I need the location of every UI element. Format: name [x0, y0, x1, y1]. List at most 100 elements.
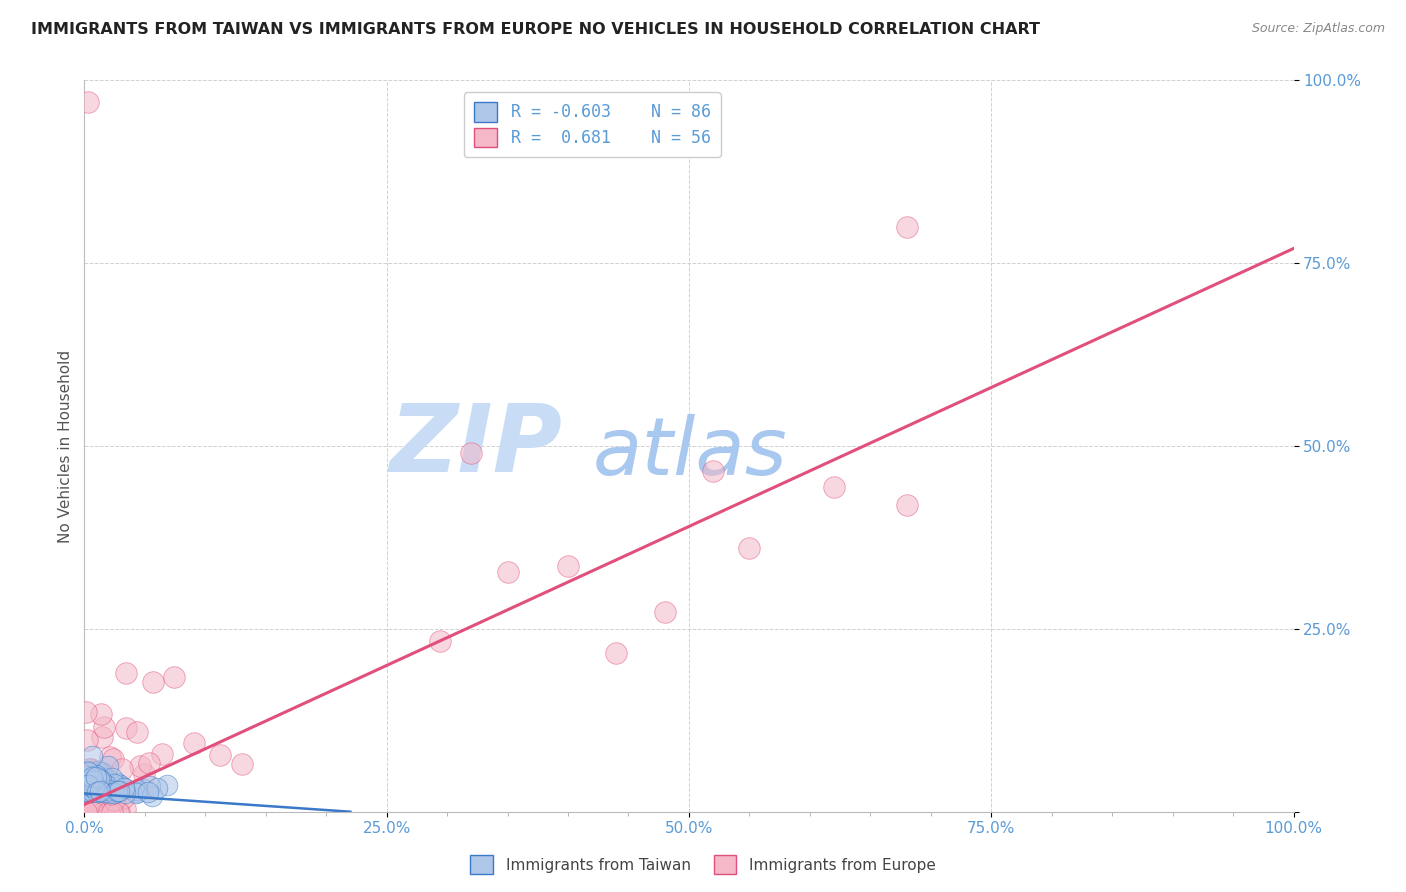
Point	[107, 805, 129, 819]
Point	[83, 780, 105, 795]
Point	[79, 762, 101, 776]
Point	[150, 747, 173, 761]
Point	[83, 784, 105, 798]
Y-axis label: No Vehicles in Household: No Vehicles in Household	[58, 350, 73, 542]
Point	[103, 777, 125, 791]
Point	[138, 779, 160, 793]
Point	[98, 786, 121, 800]
Point	[93, 794, 115, 808]
Point	[112, 791, 135, 805]
Point	[77, 778, 100, 792]
Point	[114, 786, 136, 800]
Point	[114, 802, 136, 816]
Point	[460, 446, 482, 460]
Point	[142, 675, 165, 690]
Point	[896, 498, 918, 512]
Legend: R = -0.603    N = 86, R =  0.681    N = 56: R = -0.603 N = 86, R = 0.681 N = 56	[464, 92, 720, 157]
Point	[146, 780, 169, 795]
Point	[101, 778, 124, 792]
Point	[79, 772, 101, 787]
Point	[129, 758, 152, 772]
Point	[89, 785, 111, 799]
Point	[83, 794, 105, 808]
Point	[100, 787, 122, 801]
Point	[103, 786, 125, 800]
Point	[496, 565, 519, 579]
Point	[89, 795, 111, 809]
Point	[86, 781, 108, 796]
Point	[87, 783, 110, 797]
Point	[111, 762, 134, 776]
Point	[84, 767, 107, 781]
Point	[702, 463, 724, 477]
Text: ZIP: ZIP	[389, 400, 562, 492]
Point	[80, 782, 103, 797]
Point	[93, 785, 115, 799]
Point	[89, 784, 111, 798]
Point	[738, 541, 761, 556]
Point	[90, 730, 112, 744]
Point	[183, 735, 205, 749]
Point	[823, 480, 845, 494]
Point	[73, 774, 96, 789]
Point	[97, 805, 120, 819]
Point	[103, 780, 125, 794]
Point	[84, 770, 107, 784]
Point	[131, 781, 153, 796]
Point	[90, 773, 112, 788]
Point	[86, 769, 108, 783]
Point	[108, 778, 131, 792]
Point	[93, 773, 115, 788]
Point	[101, 752, 124, 766]
Point	[112, 780, 135, 795]
Point	[76, 784, 98, 798]
Point	[79, 783, 101, 797]
Point	[90, 764, 112, 779]
Point	[141, 789, 163, 803]
Point	[83, 773, 105, 788]
Point	[76, 765, 98, 780]
Point	[87, 782, 110, 797]
Point	[75, 784, 97, 798]
Point	[98, 805, 121, 819]
Point	[79, 779, 101, 793]
Point	[89, 780, 111, 794]
Point	[76, 732, 98, 747]
Point	[82, 774, 104, 789]
Point	[83, 783, 105, 797]
Point	[77, 773, 100, 788]
Point	[93, 720, 115, 734]
Point	[209, 747, 232, 762]
Point	[82, 783, 104, 797]
Point	[103, 793, 125, 807]
Point	[75, 776, 97, 790]
Point	[76, 764, 98, 778]
Point	[98, 749, 121, 764]
Point	[82, 805, 104, 819]
Point	[79, 784, 101, 798]
Point	[73, 783, 96, 797]
Point	[605, 646, 627, 660]
Point	[86, 784, 108, 798]
Point	[75, 784, 97, 798]
Point	[93, 766, 115, 780]
Point	[101, 771, 124, 785]
Point	[90, 781, 112, 796]
Legend: Immigrants from Taiwan, Immigrants from Europe: Immigrants from Taiwan, Immigrants from …	[464, 849, 942, 880]
Point	[90, 707, 112, 722]
Point	[80, 805, 103, 819]
Point	[77, 762, 100, 776]
Point	[82, 764, 104, 779]
Point	[86, 780, 108, 794]
Point	[100, 784, 122, 798]
Point	[75, 805, 97, 819]
Point	[429, 634, 451, 648]
Point	[75, 780, 97, 794]
Point	[80, 784, 103, 798]
Point	[77, 95, 100, 110]
Point	[98, 782, 121, 797]
Text: IMMIGRANTS FROM TAIWAN VS IMMIGRANTS FROM EUROPE NO VEHICLES IN HOUSEHOLD CORREL: IMMIGRANTS FROM TAIWAN VS IMMIGRANTS FRO…	[31, 22, 1040, 37]
Point	[87, 783, 110, 797]
Point	[132, 767, 155, 781]
Point	[76, 800, 98, 814]
